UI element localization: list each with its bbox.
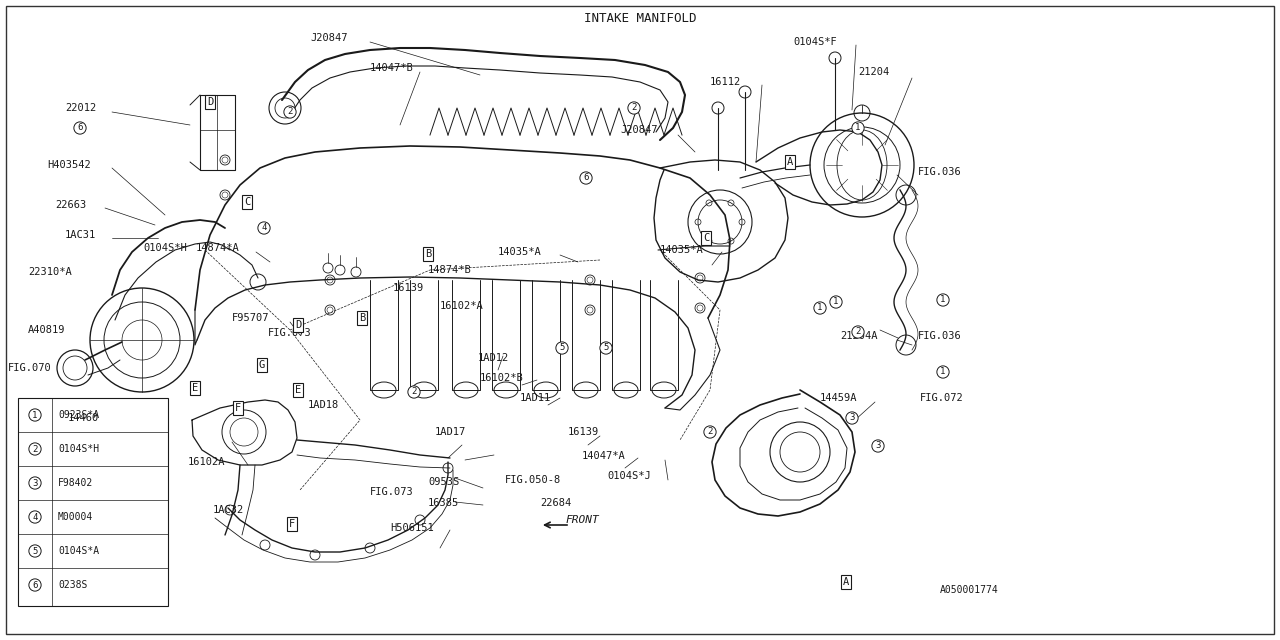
Text: 1AD11: 1AD11 — [520, 393, 552, 403]
Text: 16139: 16139 — [393, 283, 424, 293]
Text: A40819: A40819 — [28, 325, 65, 335]
Text: 6: 6 — [77, 124, 83, 132]
Text: 22310*A: 22310*A — [28, 267, 72, 277]
Text: FRONT: FRONT — [566, 515, 600, 525]
Text: 0953S: 0953S — [428, 477, 460, 487]
Text: B: B — [425, 249, 431, 259]
Text: 16102*B: 16102*B — [480, 373, 524, 383]
Text: 4: 4 — [32, 513, 37, 522]
Text: 5: 5 — [32, 547, 37, 556]
Text: F95707: F95707 — [232, 313, 270, 323]
Text: 1: 1 — [941, 367, 946, 376]
Text: 2: 2 — [855, 328, 860, 337]
Text: 16385: 16385 — [428, 498, 460, 508]
Text: F: F — [234, 403, 241, 413]
Text: M00004: M00004 — [58, 512, 93, 522]
Text: INTAKE MANIFOLD: INTAKE MANIFOLD — [584, 12, 696, 24]
Text: 3: 3 — [876, 442, 881, 451]
Text: A: A — [787, 157, 794, 167]
Text: 0104S*H: 0104S*H — [58, 444, 99, 454]
Text: 2: 2 — [631, 104, 636, 113]
Text: J20847: J20847 — [310, 33, 347, 43]
Text: 14047*B: 14047*B — [370, 63, 413, 73]
Text: FIG.050-8: FIG.050-8 — [506, 475, 561, 485]
Text: 2: 2 — [32, 445, 37, 454]
Text: 16102A: 16102A — [188, 457, 225, 467]
Text: H506151: H506151 — [390, 523, 434, 533]
Text: 1: 1 — [32, 410, 37, 419]
Text: 0923S*A: 0923S*A — [58, 410, 99, 420]
Text: J20847: J20847 — [620, 125, 658, 135]
Text: 16112: 16112 — [710, 77, 741, 87]
Text: B: B — [358, 313, 365, 323]
Text: 1AD17: 1AD17 — [435, 427, 466, 437]
Text: 0104S*J: 0104S*J — [607, 471, 650, 481]
Text: 3: 3 — [850, 413, 855, 422]
Text: 5: 5 — [603, 344, 609, 353]
Text: 14035*A: 14035*A — [498, 247, 541, 257]
Text: 0104S*F: 0104S*F — [794, 37, 837, 47]
Text: 4: 4 — [261, 223, 266, 232]
Text: FIG.072: FIG.072 — [920, 393, 964, 403]
Text: G: G — [259, 360, 265, 370]
Text: 1AD18: 1AD18 — [308, 400, 339, 410]
Text: A: A — [842, 577, 849, 587]
Text: 0104S*A: 0104S*A — [58, 546, 99, 556]
Text: 22012: 22012 — [65, 103, 96, 113]
Text: 14874*B: 14874*B — [428, 265, 472, 275]
Text: D: D — [207, 97, 214, 107]
Text: 16102*A: 16102*A — [440, 301, 484, 311]
Text: E: E — [294, 385, 301, 395]
Text: FIG.036: FIG.036 — [918, 331, 961, 341]
Text: E: E — [192, 383, 198, 393]
Text: 0104S*H: 0104S*H — [143, 243, 187, 253]
Text: FIG.073: FIG.073 — [268, 328, 312, 338]
Text: 14459A: 14459A — [820, 393, 858, 403]
Text: C: C — [244, 197, 250, 207]
Text: 6: 6 — [584, 173, 589, 182]
Text: 2: 2 — [411, 387, 417, 397]
Text: 5: 5 — [559, 344, 564, 353]
Text: F98402: F98402 — [58, 478, 93, 488]
Text: 1AD12: 1AD12 — [477, 353, 509, 363]
Text: 21204A: 21204A — [840, 331, 878, 341]
Text: 1: 1 — [833, 298, 838, 307]
Text: 1: 1 — [855, 124, 860, 132]
Text: 14874*A: 14874*A — [196, 243, 239, 253]
Text: 0238S: 0238S — [58, 580, 87, 590]
Text: H403542: H403542 — [47, 160, 91, 170]
Text: 22663: 22663 — [55, 200, 86, 210]
Text: 2: 2 — [287, 108, 293, 116]
Text: 14035*A: 14035*A — [660, 245, 704, 255]
Text: 21204: 21204 — [858, 67, 890, 77]
Text: FIG.036: FIG.036 — [918, 167, 961, 177]
Text: F: F — [289, 519, 296, 529]
Text: 2: 2 — [708, 428, 713, 436]
Text: 1: 1 — [941, 296, 946, 305]
Text: 3: 3 — [32, 479, 37, 488]
Text: 1AC31: 1AC31 — [65, 230, 96, 240]
Text: 14460: 14460 — [68, 413, 100, 423]
Text: FIG.070: FIG.070 — [8, 363, 51, 373]
Text: 16139: 16139 — [568, 427, 599, 437]
Text: FIG.073: FIG.073 — [370, 487, 413, 497]
Text: 6: 6 — [32, 580, 37, 589]
Text: 22684: 22684 — [540, 498, 571, 508]
Text: C: C — [703, 233, 709, 243]
Text: 1AC32: 1AC32 — [212, 505, 244, 515]
Bar — [18, 398, 168, 606]
Text: 14047*A: 14047*A — [582, 451, 626, 461]
Text: 1: 1 — [818, 303, 823, 312]
Text: D: D — [294, 320, 301, 330]
Text: A050001774: A050001774 — [940, 585, 998, 595]
